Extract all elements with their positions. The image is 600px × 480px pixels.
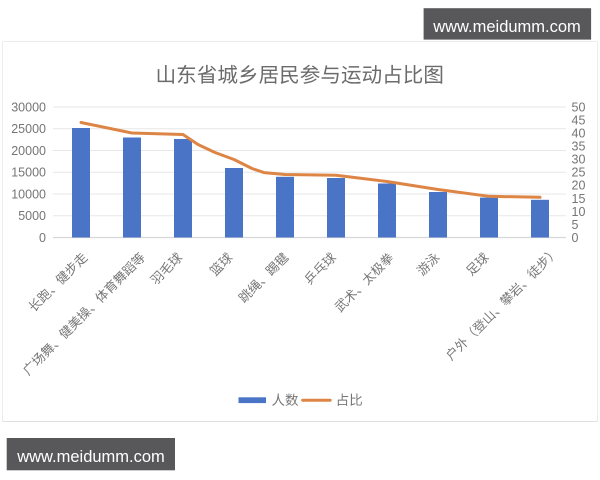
svg-text:5000: 5000 bbox=[18, 209, 46, 223]
svg-text:10000: 10000 bbox=[11, 187, 46, 201]
svg-text:15: 15 bbox=[572, 192, 586, 206]
svg-text:20000: 20000 bbox=[11, 144, 46, 158]
svg-text:30000: 30000 bbox=[11, 100, 46, 114]
svg-text:www.meidumm.com: www.meidumm.com bbox=[16, 448, 165, 466]
svg-text:25000: 25000 bbox=[11, 122, 46, 136]
svg-text:20: 20 bbox=[572, 179, 586, 193]
svg-text:30: 30 bbox=[572, 153, 586, 167]
svg-text:45: 45 bbox=[572, 114, 586, 128]
svg-text:www.meidumm.com: www.meidumm.com bbox=[432, 18, 581, 36]
svg-text:0: 0 bbox=[572, 231, 579, 245]
svg-text:5: 5 bbox=[572, 218, 579, 232]
svg-text:15000: 15000 bbox=[11, 166, 46, 180]
svg-text:40: 40 bbox=[572, 127, 586, 141]
svg-text:50: 50 bbox=[572, 100, 586, 114]
svg-text:35: 35 bbox=[572, 140, 586, 154]
svg-text:0: 0 bbox=[39, 231, 46, 245]
svg-text:25: 25 bbox=[572, 166, 586, 180]
svg-text:10: 10 bbox=[572, 205, 586, 219]
